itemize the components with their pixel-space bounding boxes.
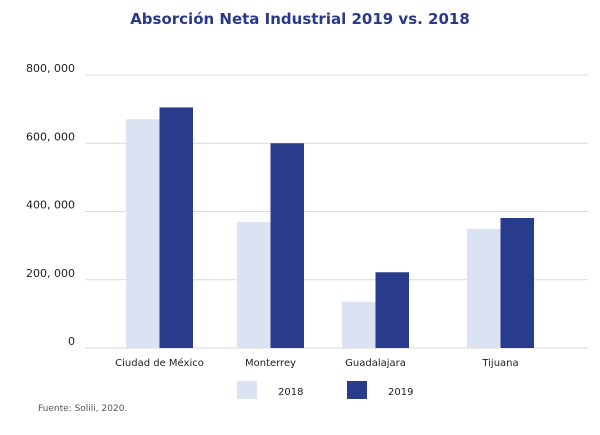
bar-2018-3 — [467, 228, 501, 348]
bar-2018-0 — [126, 119, 160, 348]
legend-swatch-2019 — [347, 381, 367, 399]
y-tick-label: 600, 000 — [26, 130, 75, 143]
bar-2019-1 — [270, 143, 304, 348]
y-tick-label: 400, 000 — [26, 199, 75, 212]
x-tick-label: Tijuana — [481, 358, 518, 369]
legend-label: 2019 — [388, 387, 413, 398]
bar-2019-3 — [500, 217, 534, 348]
bar-2019-2 — [375, 272, 409, 348]
chart-title: Absorción Neta Industrial 2019 vs. 2018 — [130, 10, 470, 28]
x-tick-label: Ciudad de México — [115, 357, 204, 369]
source-note: Fuente: Solili, 2020. — [38, 404, 127, 414]
bar-2019-0 — [159, 107, 193, 348]
bar-2018-2 — [342, 301, 376, 348]
y-tick-label: 0 — [68, 335, 75, 348]
legend-swatch-2018 — [237, 381, 257, 399]
y-tick-label: 200, 000 — [26, 267, 75, 280]
bar-2018-1 — [237, 222, 271, 348]
y-tick-label: 800, 000 — [26, 62, 75, 75]
x-tick-label: Monterrey — [245, 358, 296, 369]
legend-label: 2018 — [278, 387, 303, 398]
x-tick-label: Guadalajara — [345, 358, 406, 369]
